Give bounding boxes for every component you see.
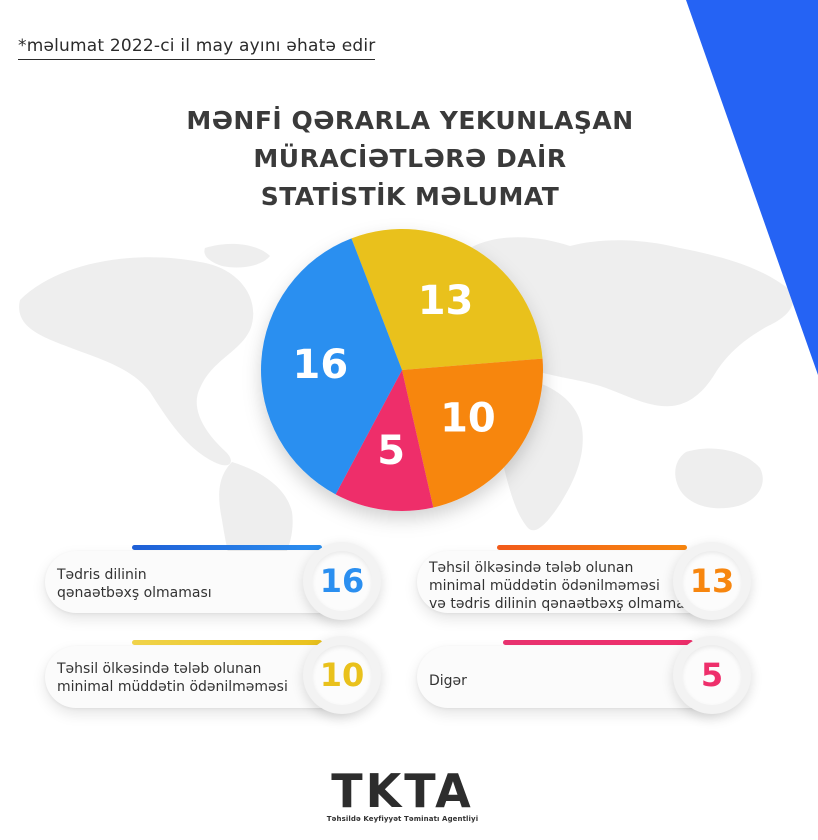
date-note: *məlumat 2022-ci il may ayını əhatə edir <box>18 36 376 60</box>
pie-label-16: 16 <box>293 342 349 388</box>
legend-card-label-line: və tədris dilinin qənaətbəxş olmaması <box>429 596 697 612</box>
title-line-1: MƏNFİ QƏRARLA YEKUNLAŞAN <box>186 106 634 135</box>
legend-card-label: Təhsil ölkəsində tələb olunan minimal müd… <box>429 559 696 613</box>
legend-card-value-circle: 5 <box>673 636 751 714</box>
legend-card-value: 10 <box>319 656 365 694</box>
legend-card-value-circle-inner <box>682 645 742 705</box>
legend-card-value: 16 <box>319 562 365 600</box>
blue-corner-shape <box>686 0 818 375</box>
logo-text: TKTA <box>331 764 474 818</box>
legend-card-label: Digər <box>429 672 467 690</box>
legend-card-label-line: Təhsil ölkəsində tələb olunan <box>57 661 262 677</box>
tkta-logo: TKTA Təhsildə Keyfiyyət Təminatı Agentli… <box>320 766 485 823</box>
legend-card-label-line: Təhsil ölkəsində tələb olunan <box>429 560 634 576</box>
legend-card-value-circle: 13 <box>673 542 751 620</box>
legend-card-value-circle: 10 <box>303 636 381 714</box>
legend-card-label: Tədris dilinin qənaətbəxş olmaması <box>57 566 212 602</box>
legend-card-accent-bar <box>132 640 322 645</box>
legend-card-accent-bar <box>503 640 693 645</box>
legend-card-value-circle-inner <box>312 645 372 705</box>
legend-card-value-circle-inner <box>682 551 742 611</box>
logo-subtitle: Təhsildə Keyfiyyət Təminatı Agentliyi <box>326 815 479 823</box>
title-line-3: STATİSTİK MƏLUMAT <box>260 182 560 211</box>
legend-card-label: Təhsil ölkəsində tələb olunan minimal müd… <box>57 660 288 696</box>
legend-card-accent-bar <box>497 545 687 550</box>
page-title: MƏNFİ QƏRARLA YEKUNLAŞAN MÜRACİƏTLƏRƏ DA… <box>110 102 710 216</box>
legend-card-value-circle-inner <box>312 551 372 611</box>
title-line-2: MÜRACİƏTLƏRƏ DAİR <box>253 144 567 173</box>
legend-card-value: 13 <box>689 562 735 600</box>
legend-card-label-line: Tədris dilinin <box>57 567 147 583</box>
pie-slice-5 <box>335 370 434 511</box>
pie-label-5: 5 <box>377 428 405 474</box>
pie-slice-10 <box>402 358 543 508</box>
legend-card-label-line: Digər <box>429 673 467 689</box>
legend-card-label-line: minimal müddətin ödənilməməsi <box>57 679 288 695</box>
pie-label-10: 10 <box>440 395 496 441</box>
legend-card-value-circle: 16 <box>303 542 381 620</box>
legend-card-value: 5 <box>700 656 724 694</box>
legend-card-label-line: minimal müddətin ödənilməməsi <box>429 578 660 594</box>
legend-card-label-line: qənaətbəxş olmaması <box>57 585 212 601</box>
legend-card-accent-bar <box>132 545 322 550</box>
pie-slice-13 <box>351 229 543 370</box>
pie-slice-16 <box>261 238 402 495</box>
pie-label-13: 13 <box>418 278 474 324</box>
